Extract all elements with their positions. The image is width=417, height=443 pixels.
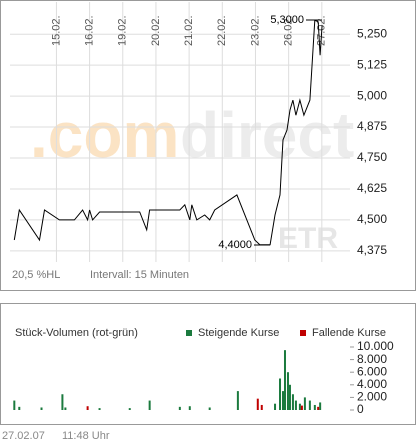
volume-bar bbox=[313, 404, 316, 410]
volume-bar bbox=[208, 407, 211, 410]
volume-bar bbox=[317, 406, 320, 410]
volume-bar bbox=[256, 398, 259, 410]
footer-time: 11:48 Uhr bbox=[62, 430, 110, 442]
y-tick-label: 4,500 bbox=[357, 212, 387, 226]
y-tick-label: 4.000 bbox=[357, 377, 387, 391]
volume-bar bbox=[40, 407, 43, 410]
volume-bar bbox=[64, 407, 67, 410]
x-tick-label: 22.02. bbox=[216, 15, 228, 46]
y-tick-label: 4,625 bbox=[357, 181, 387, 195]
volume-bar bbox=[98, 408, 101, 410]
price-panel bbox=[0, 0, 416, 291]
watermark-exchange: ETR bbox=[278, 222, 338, 255]
legend-swatch bbox=[186, 330, 192, 336]
y-tick-label: 4,875 bbox=[357, 119, 387, 133]
volume-bar bbox=[281, 391, 284, 410]
x-tick-label: 21.02. bbox=[183, 15, 195, 46]
volume-bar bbox=[148, 400, 151, 410]
volume-bar bbox=[283, 350, 286, 410]
volume-bar bbox=[18, 406, 21, 410]
y-tick-label: 4,750 bbox=[357, 150, 387, 164]
y-tick-label: 2.000 bbox=[357, 390, 387, 404]
y-tick-label: 4,375 bbox=[357, 243, 387, 257]
volume-bar bbox=[128, 408, 131, 410]
x-tick-label: 16.02. bbox=[84, 15, 96, 46]
y-tick-label: 6.000 bbox=[357, 364, 387, 378]
y-tick-label: 0 bbox=[357, 402, 364, 416]
volume-bar bbox=[13, 400, 16, 410]
range-label: 20,5 %HL bbox=[12, 269, 60, 281]
volume-bar bbox=[294, 400, 297, 410]
volume-bar bbox=[308, 400, 311, 410]
volume-title: Stück-Volumen (rot-grün) bbox=[15, 327, 138, 339]
price-chart: 4,375 4,500 4,625 4,750 4,875 5,000 5,125 5,250… bbox=[10, 2, 387, 262]
volume-bar bbox=[61, 394, 64, 410]
watermark-com: .com bbox=[30, 99, 179, 171]
y-tick-label: 5,250 bbox=[357, 26, 387, 40]
volume-bar bbox=[260, 404, 263, 410]
min-annotation: 4,4000 bbox=[218, 239, 252, 251]
volume-bar bbox=[274, 403, 277, 410]
volume-panel bbox=[0, 303, 416, 425]
x-tick-label: 23.02. bbox=[249, 15, 261, 46]
x-tick-label: 20.02. bbox=[150, 15, 162, 46]
legend-swatch bbox=[300, 330, 306, 336]
y-tick-label: 5,125 bbox=[357, 57, 387, 71]
volume-bar bbox=[291, 394, 294, 410]
legend-label: Fallende Kurse bbox=[312, 327, 386, 339]
x-tick-label: 26.02. bbox=[283, 15, 295, 46]
volume-bar bbox=[298, 403, 301, 410]
x-tick-label: 19.02. bbox=[117, 15, 129, 46]
max-annotation: 5,3000 bbox=[270, 14, 304, 26]
y-tick-label: 8.000 bbox=[357, 352, 387, 366]
watermark-direct: direct bbox=[180, 99, 354, 171]
volume-bar bbox=[286, 372, 289, 410]
volume-bar bbox=[236, 391, 239, 410]
volume-bar bbox=[279, 378, 282, 410]
volume-bar bbox=[288, 384, 291, 410]
x-tick-label: 15.02. bbox=[50, 15, 62, 46]
y-tick-label: 5,000 bbox=[357, 88, 387, 102]
interval-label: Intervall: 15 Minuten bbox=[90, 269, 189, 281]
footer-date: 27.02.07 bbox=[2, 430, 45, 442]
volume-bar bbox=[300, 405, 303, 410]
y-tick-label: 10.000 bbox=[357, 339, 394, 353]
volume-bar bbox=[188, 406, 191, 410]
volume-bar bbox=[86, 406, 89, 410]
price-line bbox=[13, 19, 323, 246]
volume-bar bbox=[303, 397, 306, 410]
volume-bar bbox=[319, 402, 322, 410]
legend-label: Steigende Kurse bbox=[198, 327, 279, 339]
volume-bar bbox=[178, 406, 181, 410]
